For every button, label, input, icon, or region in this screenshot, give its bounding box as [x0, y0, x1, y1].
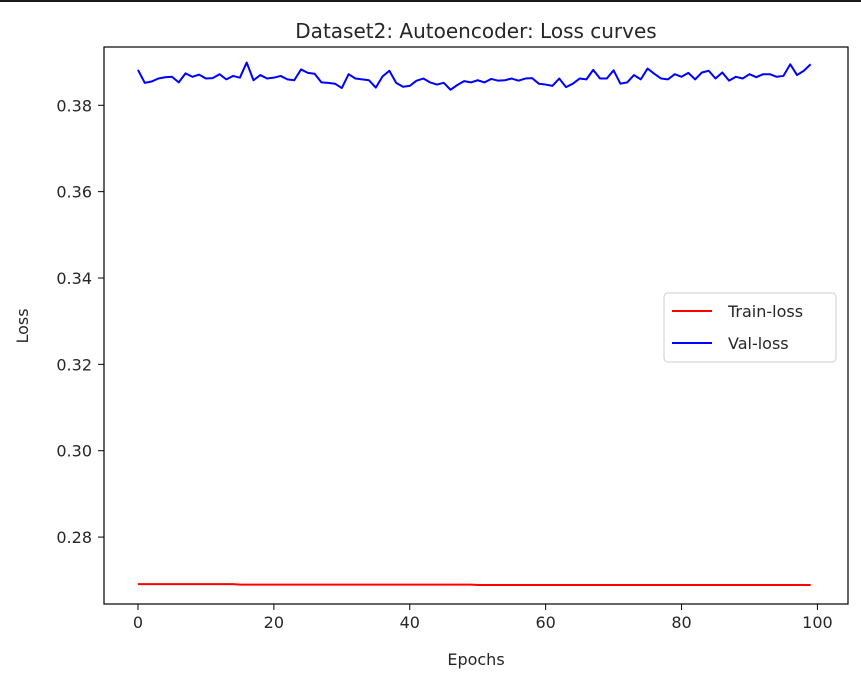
legend-label-train: Train-loss: [727, 302, 803, 321]
legend: Train-loss Val-loss: [663, 292, 837, 363]
x-tick-label: 20: [264, 613, 284, 632]
x-tick-label: 80: [671, 613, 691, 632]
legend-label-val: Val-loss: [728, 334, 789, 353]
window-top-border: [0, 0, 861, 2]
y-tick-label: 0.28: [56, 528, 92, 547]
series-line-train-loss: [137, 583, 811, 586]
x-tick-label: 60: [535, 613, 555, 632]
series-line-val-loss: [137, 61, 812, 91]
y-tick-label: 0.34: [56, 269, 92, 288]
x-tick-label: 40: [400, 613, 420, 632]
y-tick-label: 0.36: [56, 183, 92, 202]
plot-lines: [137, 61, 812, 586]
y-tick-label: 0.30: [56, 442, 92, 461]
y-axis-label: Loss: [13, 308, 32, 343]
y-axis-ticks: 0.28 0.30 0.32 0.34 0.36 0.38: [56, 96, 104, 547]
x-axis-ticks: 0 20 40 60 80 100: [133, 604, 833, 632]
x-tick-label: 0: [133, 613, 143, 632]
chart-title: Dataset2: Autoencoder: Loss curves: [295, 19, 656, 43]
plot-area-frame: [103, 46, 849, 605]
x-axis-label: Epochs: [447, 650, 504, 669]
y-tick-label: 0.32: [56, 355, 92, 374]
y-tick-label: 0.38: [56, 96, 92, 115]
x-tick-label: 100: [802, 613, 833, 632]
